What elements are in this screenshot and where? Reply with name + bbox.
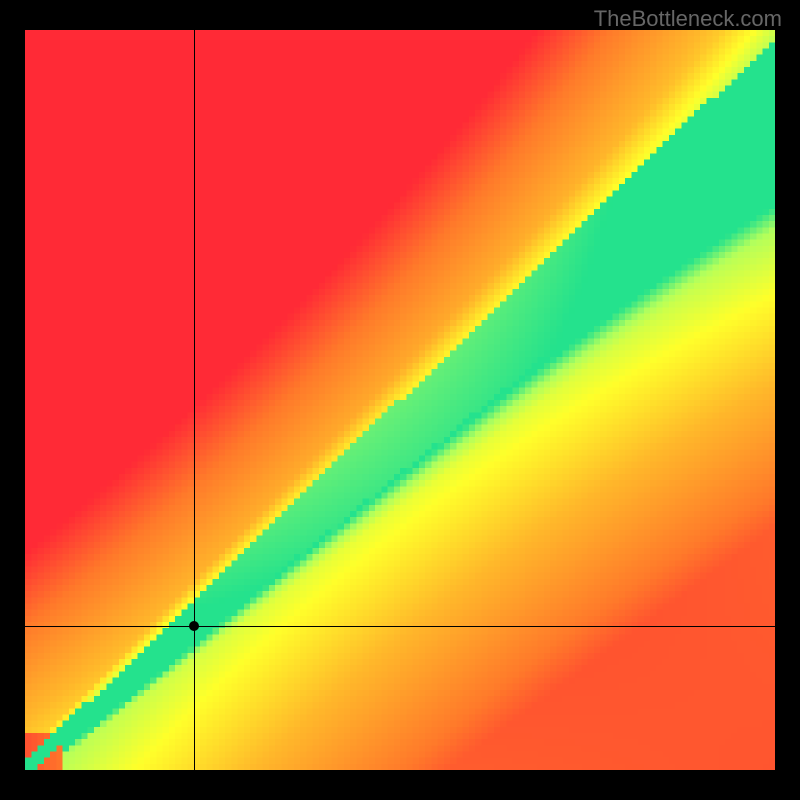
- crosshair-horizontal: [25, 626, 775, 627]
- heatmap-canvas: [25, 30, 775, 770]
- heatmap-plot: [25, 30, 775, 770]
- watermark-text: TheBottleneck.com: [594, 6, 782, 32]
- crosshair-vertical: [194, 30, 195, 770]
- data-point-marker: [189, 621, 199, 631]
